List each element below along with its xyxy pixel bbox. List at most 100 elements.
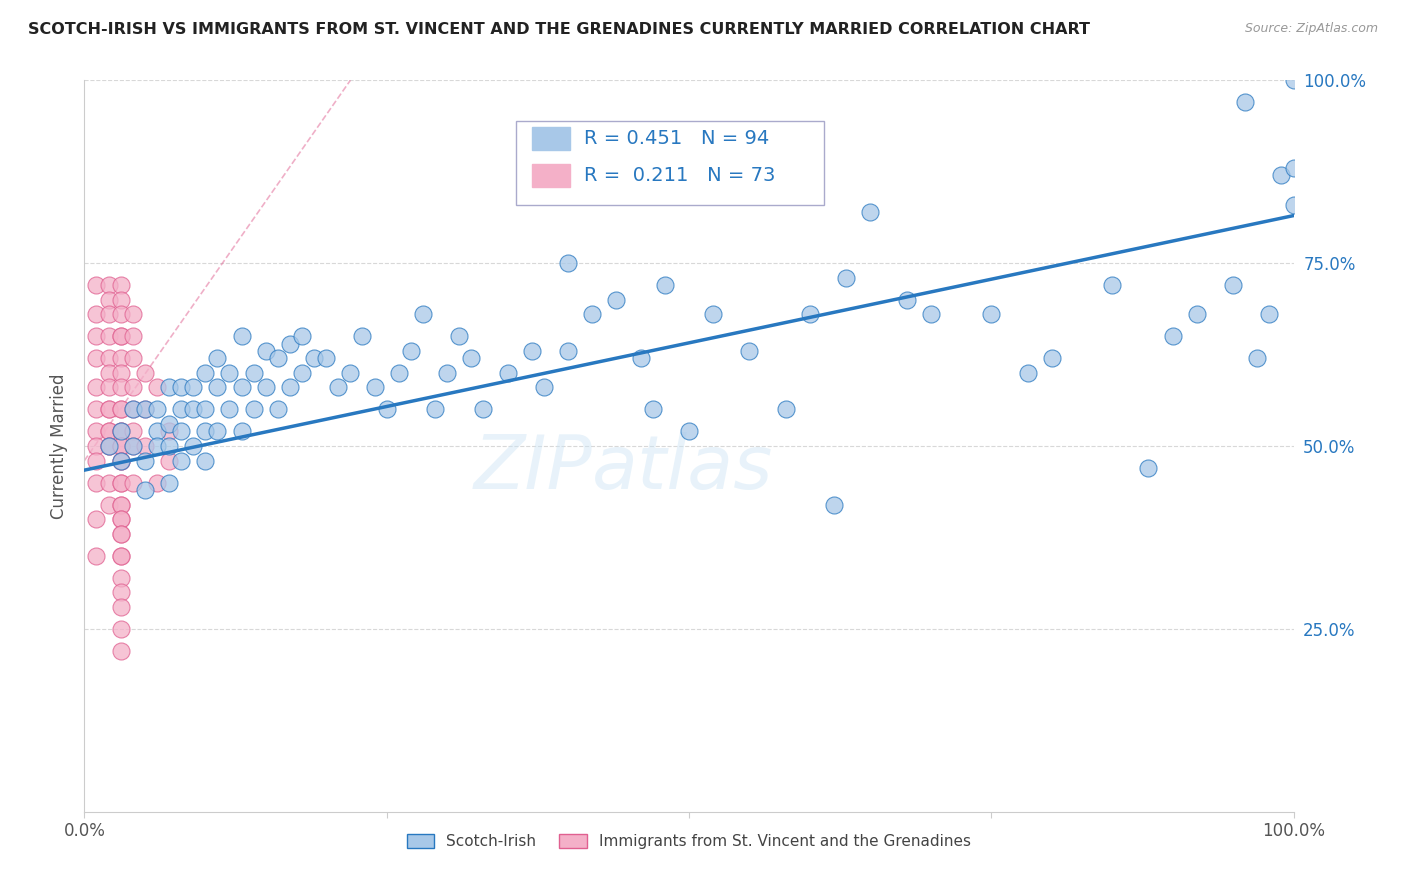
Point	[146, 439, 169, 453]
Point	[86, 329, 108, 343]
Text: Source: ZipAtlas.com: Source: ZipAtlas.com	[1244, 22, 1378, 36]
Point	[1282, 197, 1305, 211]
Point	[97, 439, 120, 453]
FancyBboxPatch shape	[516, 120, 824, 204]
Point	[194, 453, 217, 467]
Point	[157, 425, 180, 439]
Point	[121, 402, 143, 417]
Point	[110, 549, 132, 563]
Point	[97, 402, 120, 417]
Point	[291, 329, 314, 343]
Point	[110, 425, 132, 439]
Point	[363, 380, 385, 394]
Point	[1270, 169, 1292, 183]
Point	[641, 402, 664, 417]
Point	[97, 293, 120, 307]
Point	[557, 256, 579, 270]
Point	[86, 453, 108, 467]
Point	[86, 402, 108, 417]
Point	[110, 402, 132, 417]
Point	[472, 402, 495, 417]
Point	[110, 644, 132, 658]
Point	[110, 425, 132, 439]
Point	[121, 380, 143, 394]
Point	[121, 439, 143, 453]
Point	[157, 453, 180, 467]
Point	[194, 402, 217, 417]
Point	[146, 380, 169, 394]
Point	[134, 453, 156, 467]
Point	[110, 512, 132, 526]
Point	[678, 425, 700, 439]
Point	[110, 526, 132, 541]
Point	[267, 351, 290, 366]
Point	[110, 402, 132, 417]
Point	[315, 351, 337, 366]
Point	[86, 439, 108, 453]
Point	[121, 425, 143, 439]
Point	[654, 278, 676, 293]
Point	[157, 439, 180, 453]
Point	[170, 425, 193, 439]
Point	[110, 439, 132, 453]
Point	[146, 425, 169, 439]
Point	[242, 402, 264, 417]
Point	[980, 307, 1002, 321]
Point	[86, 278, 108, 293]
Point	[146, 402, 169, 417]
Point	[896, 293, 918, 307]
Point	[121, 351, 143, 366]
Point	[412, 307, 434, 321]
Point	[110, 307, 132, 321]
Point	[1234, 95, 1257, 110]
Point	[157, 380, 180, 394]
Point	[110, 599, 132, 614]
Point	[581, 307, 603, 321]
Point	[218, 402, 240, 417]
Point	[449, 329, 471, 343]
Point	[110, 453, 132, 467]
Point	[170, 402, 193, 417]
Point	[181, 380, 204, 394]
Point	[328, 380, 350, 394]
Point	[605, 293, 627, 307]
Point	[110, 453, 132, 467]
Point	[533, 380, 555, 394]
Point	[97, 439, 120, 453]
Point	[231, 329, 253, 343]
Point	[302, 351, 325, 366]
Bar	[531, 127, 571, 151]
Point	[121, 402, 143, 417]
Point	[1185, 307, 1208, 321]
Point	[1040, 351, 1063, 366]
Point	[97, 475, 120, 490]
Point	[110, 475, 132, 490]
Point	[242, 366, 264, 380]
Point	[86, 351, 108, 366]
Point	[339, 366, 361, 380]
Point	[134, 366, 156, 380]
Point	[399, 343, 422, 358]
Point	[157, 417, 180, 431]
Point	[110, 380, 132, 394]
Point	[267, 402, 290, 417]
Point	[194, 366, 217, 380]
Point	[110, 571, 132, 585]
Point	[110, 351, 132, 366]
Point	[157, 475, 180, 490]
Point	[110, 453, 132, 467]
Point	[920, 307, 942, 321]
Point	[352, 329, 374, 343]
Point	[110, 366, 132, 380]
Point	[110, 278, 132, 293]
Point	[1017, 366, 1039, 380]
Point	[110, 498, 132, 512]
Point	[1222, 278, 1244, 293]
Point	[1282, 161, 1305, 175]
Point	[496, 366, 519, 380]
Point	[110, 329, 132, 343]
Text: atlas: atlas	[592, 432, 773, 504]
Point	[134, 402, 156, 417]
Point	[170, 453, 193, 467]
Point	[86, 475, 108, 490]
